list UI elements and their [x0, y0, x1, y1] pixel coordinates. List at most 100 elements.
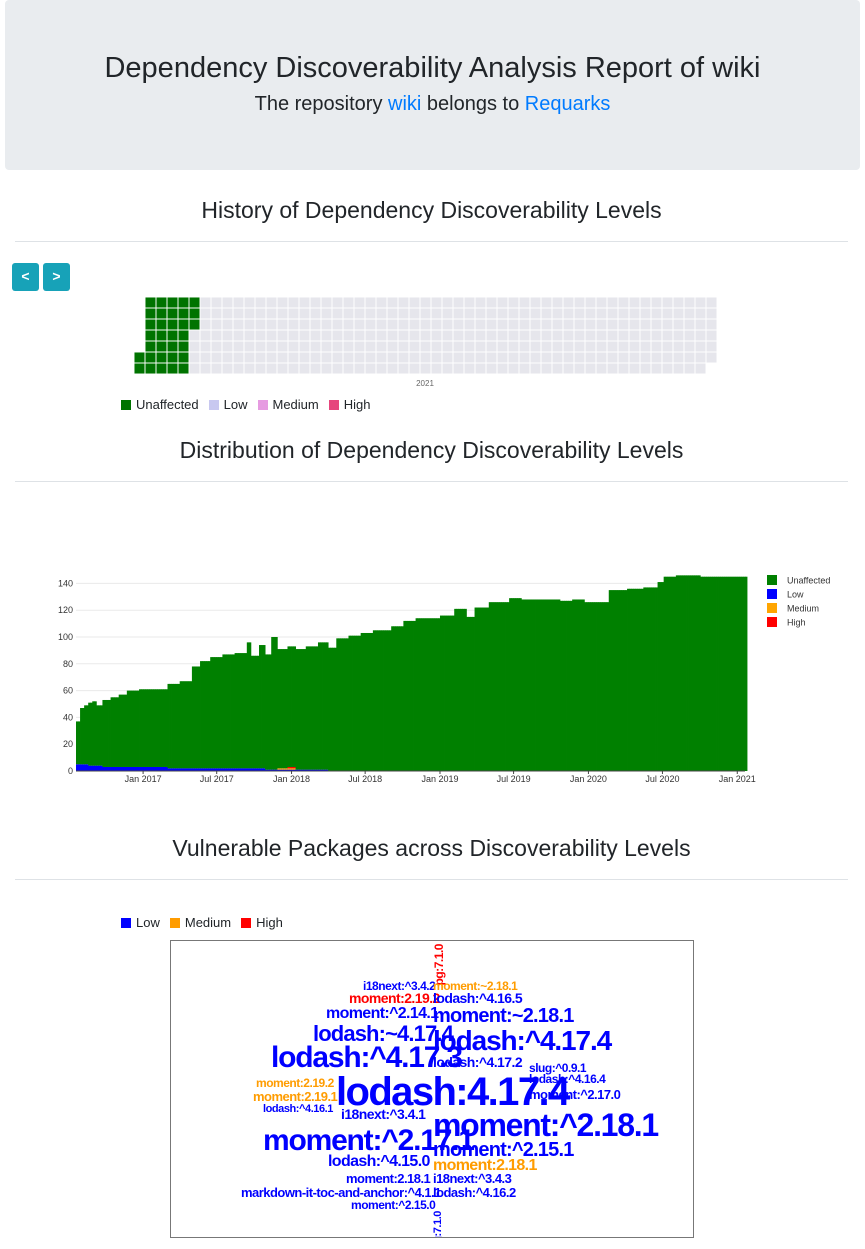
bar-unaffected — [722, 576, 726, 771]
bar-unaffected — [366, 632, 370, 771]
bar-unaffected — [677, 575, 681, 771]
bar-unaffected — [535, 599, 538, 771]
bar-unaffected — [224, 654, 227, 769]
bar-unaffected — [622, 590, 626, 771]
heatmap-day-cell-empty — [398, 308, 409, 319]
heatmap-day-cell-empty — [255, 319, 266, 330]
repo-link[interactable]: wiki — [388, 93, 422, 115]
bar-low — [155, 766, 158, 771]
bar-unaffected — [305, 646, 309, 770]
heatmap-day-cell-empty — [420, 352, 431, 363]
heatmap-day-cell-empty — [684, 319, 695, 330]
bar-unaffected — [173, 683, 177, 769]
bar-unaffected — [309, 646, 313, 770]
heatmap-day-cell-empty — [486, 363, 497, 374]
heatmap-day-cell-empty — [695, 330, 706, 341]
bar-medium — [291, 768, 294, 770]
bar-unaffected — [244, 653, 248, 769]
bar-unaffected — [726, 576, 730, 771]
heatmap-day-cell-empty — [552, 308, 563, 319]
bar-unaffected — [399, 626, 402, 771]
heatmap-day-cell-empty — [640, 330, 651, 341]
bar-low — [256, 768, 260, 771]
heatmap-day-cell-empty — [431, 341, 442, 352]
heatmap-day-cell-empty — [409, 341, 420, 352]
bar-low — [120, 766, 124, 771]
bar-medium — [285, 768, 288, 770]
bar-unaffected — [460, 608, 463, 771]
package-word: pg:7.1.0 — [432, 1211, 444, 1238]
vulnerable-legend-item-low: Low — [121, 915, 160, 930]
bar-unaffected — [696, 575, 699, 771]
heatmap-day-cell-empty — [585, 363, 596, 374]
heatmap-day-cell-Unaffected — [156, 363, 167, 374]
bar-low — [206, 768, 209, 771]
bar-low — [102, 766, 105, 771]
heatmap-day-cell-empty — [343, 352, 354, 363]
heatmap-day-cell-empty — [354, 330, 365, 341]
heatmap-day-cell-empty — [486, 330, 497, 341]
heatmap-day-cell-empty — [200, 319, 211, 330]
heatmap-day-cell-empty — [343, 330, 354, 341]
heatmap-day-cell-empty — [673, 363, 684, 374]
heatmap-day-cell-empty — [365, 297, 376, 308]
heatmap-day-cell-empty — [409, 352, 420, 363]
heatmap-day-cell-empty — [706, 330, 717, 341]
bar-unaffected — [220, 657, 223, 769]
heatmap-day-cell-empty — [277, 297, 288, 308]
package-word: moment:2.19.2 — [256, 1076, 334, 1090]
heatmap-day-cell-empty — [266, 330, 277, 341]
bar-unaffected — [413, 620, 416, 771]
heatmap-day-cell-empty — [211, 297, 222, 308]
bar-unaffected — [232, 654, 236, 769]
bar-unaffected — [482, 607, 486, 771]
bar-unaffected — [100, 705, 103, 766]
chart-legend-label: Unaffected — [787, 576, 830, 586]
heatmap-day-cell-Unaffected — [156, 308, 167, 319]
heatmap-day-cell-empty — [442, 308, 453, 319]
bar-unaffected — [468, 616, 471, 771]
bar-unaffected — [330, 647, 333, 771]
next-year-button[interactable]: > — [43, 263, 70, 291]
heatmap-day-cell-empty — [189, 363, 200, 374]
heatmap-day-cell-empty — [200, 363, 211, 374]
bar-unaffected — [163, 689, 166, 767]
bar-unaffected — [694, 575, 697, 771]
heatmap-day-cell-empty — [563, 308, 574, 319]
bar-low — [126, 766, 130, 771]
heatmap-day-cell-Unaffected — [178, 297, 189, 308]
owner-link[interactable]: Requarks — [524, 93, 611, 115]
bar-low — [326, 769, 329, 771]
bar-unaffected — [651, 587, 654, 771]
bar-low — [277, 769, 280, 771]
heatmap-day-cell-empty — [277, 341, 288, 352]
heatmap-day-cell-empty — [563, 352, 574, 363]
bar-unaffected — [618, 590, 622, 771]
bar-unaffected — [458, 608, 461, 771]
heatmap-day-cell-Unaffected — [167, 330, 178, 341]
bar-unaffected — [141, 689, 144, 767]
heatmap-day-cell-empty — [310, 330, 321, 341]
bar-low — [214, 768, 217, 771]
bar-unaffected — [427, 618, 431, 771]
heatmap-day-cell-empty — [651, 297, 662, 308]
bar-low — [173, 768, 177, 771]
heatmap-day-cell-empty — [222, 297, 233, 308]
bar-low — [134, 766, 138, 771]
bar-unaffected — [206, 661, 209, 769]
heatmap-day-cell-empty — [365, 352, 376, 363]
heatmap-day-cell-empty — [475, 330, 486, 341]
bar-unaffected — [80, 708, 83, 765]
bar-unaffected — [464, 608, 467, 771]
heatmap-day-cell-empty — [607, 308, 618, 319]
bar-low — [263, 768, 266, 771]
bar-low — [141, 766, 144, 771]
bar-unaffected — [370, 632, 374, 771]
heatmap-day-cell-Unaffected — [178, 319, 189, 330]
bar-low — [204, 768, 207, 771]
bar-unaffected — [736, 576, 740, 771]
prev-year-button[interactable]: < — [12, 263, 39, 291]
x-tick-label: Jul 2020 — [645, 774, 679, 784]
heatmap-day-cell-empty — [640, 308, 651, 319]
vulnerable-legend-item-medium: Medium — [169, 915, 231, 930]
